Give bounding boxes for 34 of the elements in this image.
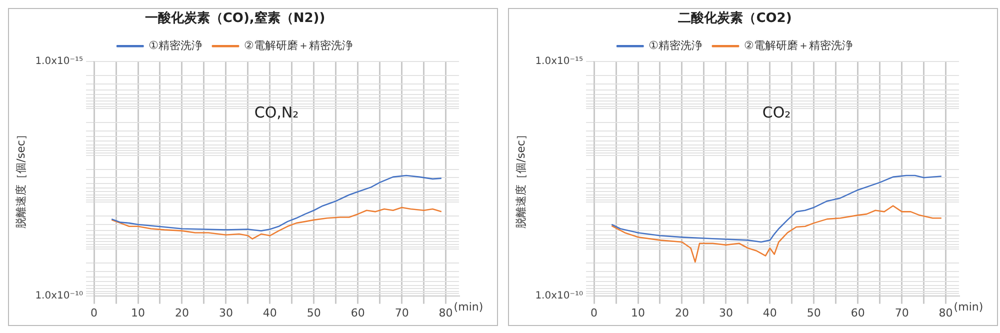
x-tick-label: 20 <box>674 306 689 320</box>
x-tick-label: 30 <box>218 306 233 320</box>
annotation: CO,N₂ <box>254 103 299 122</box>
y-axis-title: 脱離速度［個/sec］ <box>14 129 28 228</box>
x-axis-title: (min) <box>954 300 984 314</box>
x-tick-label: 70 <box>394 306 409 320</box>
x-tick-label: 60 <box>350 306 365 320</box>
x-tick-label: 0 <box>590 306 598 320</box>
y-tick-label: 1.0x10⁻¹⁰ <box>35 290 84 302</box>
x-tick-label: 40 <box>762 306 777 320</box>
legend-label: ②電解研磨＋精密洗浄 <box>744 38 853 52</box>
legend-label: ①精密洗浄 <box>648 38 703 52</box>
x-tick-label: 10 <box>131 306 146 320</box>
x-tick-label: 80 <box>438 306 453 320</box>
x-axis-title: (min) <box>454 300 484 314</box>
y-axis-title: 脱離速度［個/sec］ <box>514 129 528 228</box>
y-tick-label: 1.0x10⁻¹⁰ <box>535 290 584 302</box>
chart-title: 二酸化炭素（CO2) <box>678 10 792 26</box>
legend-label: ①精密洗浄 <box>148 38 203 52</box>
chart-title: 一酸化炭素（CO),窒素（N2)) <box>144 10 326 26</box>
x-tick-label: 0 <box>90 306 98 320</box>
legend-label: ②電解研磨＋精密洗浄 <box>244 38 353 52</box>
annotation: CO₂ <box>762 103 791 122</box>
x-tick-label: 50 <box>306 306 321 320</box>
x-tick-label: 30 <box>718 306 733 320</box>
y-tick-label: 1.0x10⁻¹⁵ <box>535 56 584 68</box>
x-tick-label: 80 <box>938 306 953 320</box>
x-tick-label: 40 <box>262 306 277 320</box>
x-tick-label: 20 <box>174 306 189 320</box>
x-tick-label: 60 <box>850 306 865 320</box>
x-tick-label: 10 <box>631 306 646 320</box>
y-tick-label: 1.0x10⁻¹⁵ <box>35 56 84 68</box>
x-tick-label: 50 <box>806 306 821 320</box>
x-tick-label: 70 <box>894 306 909 320</box>
